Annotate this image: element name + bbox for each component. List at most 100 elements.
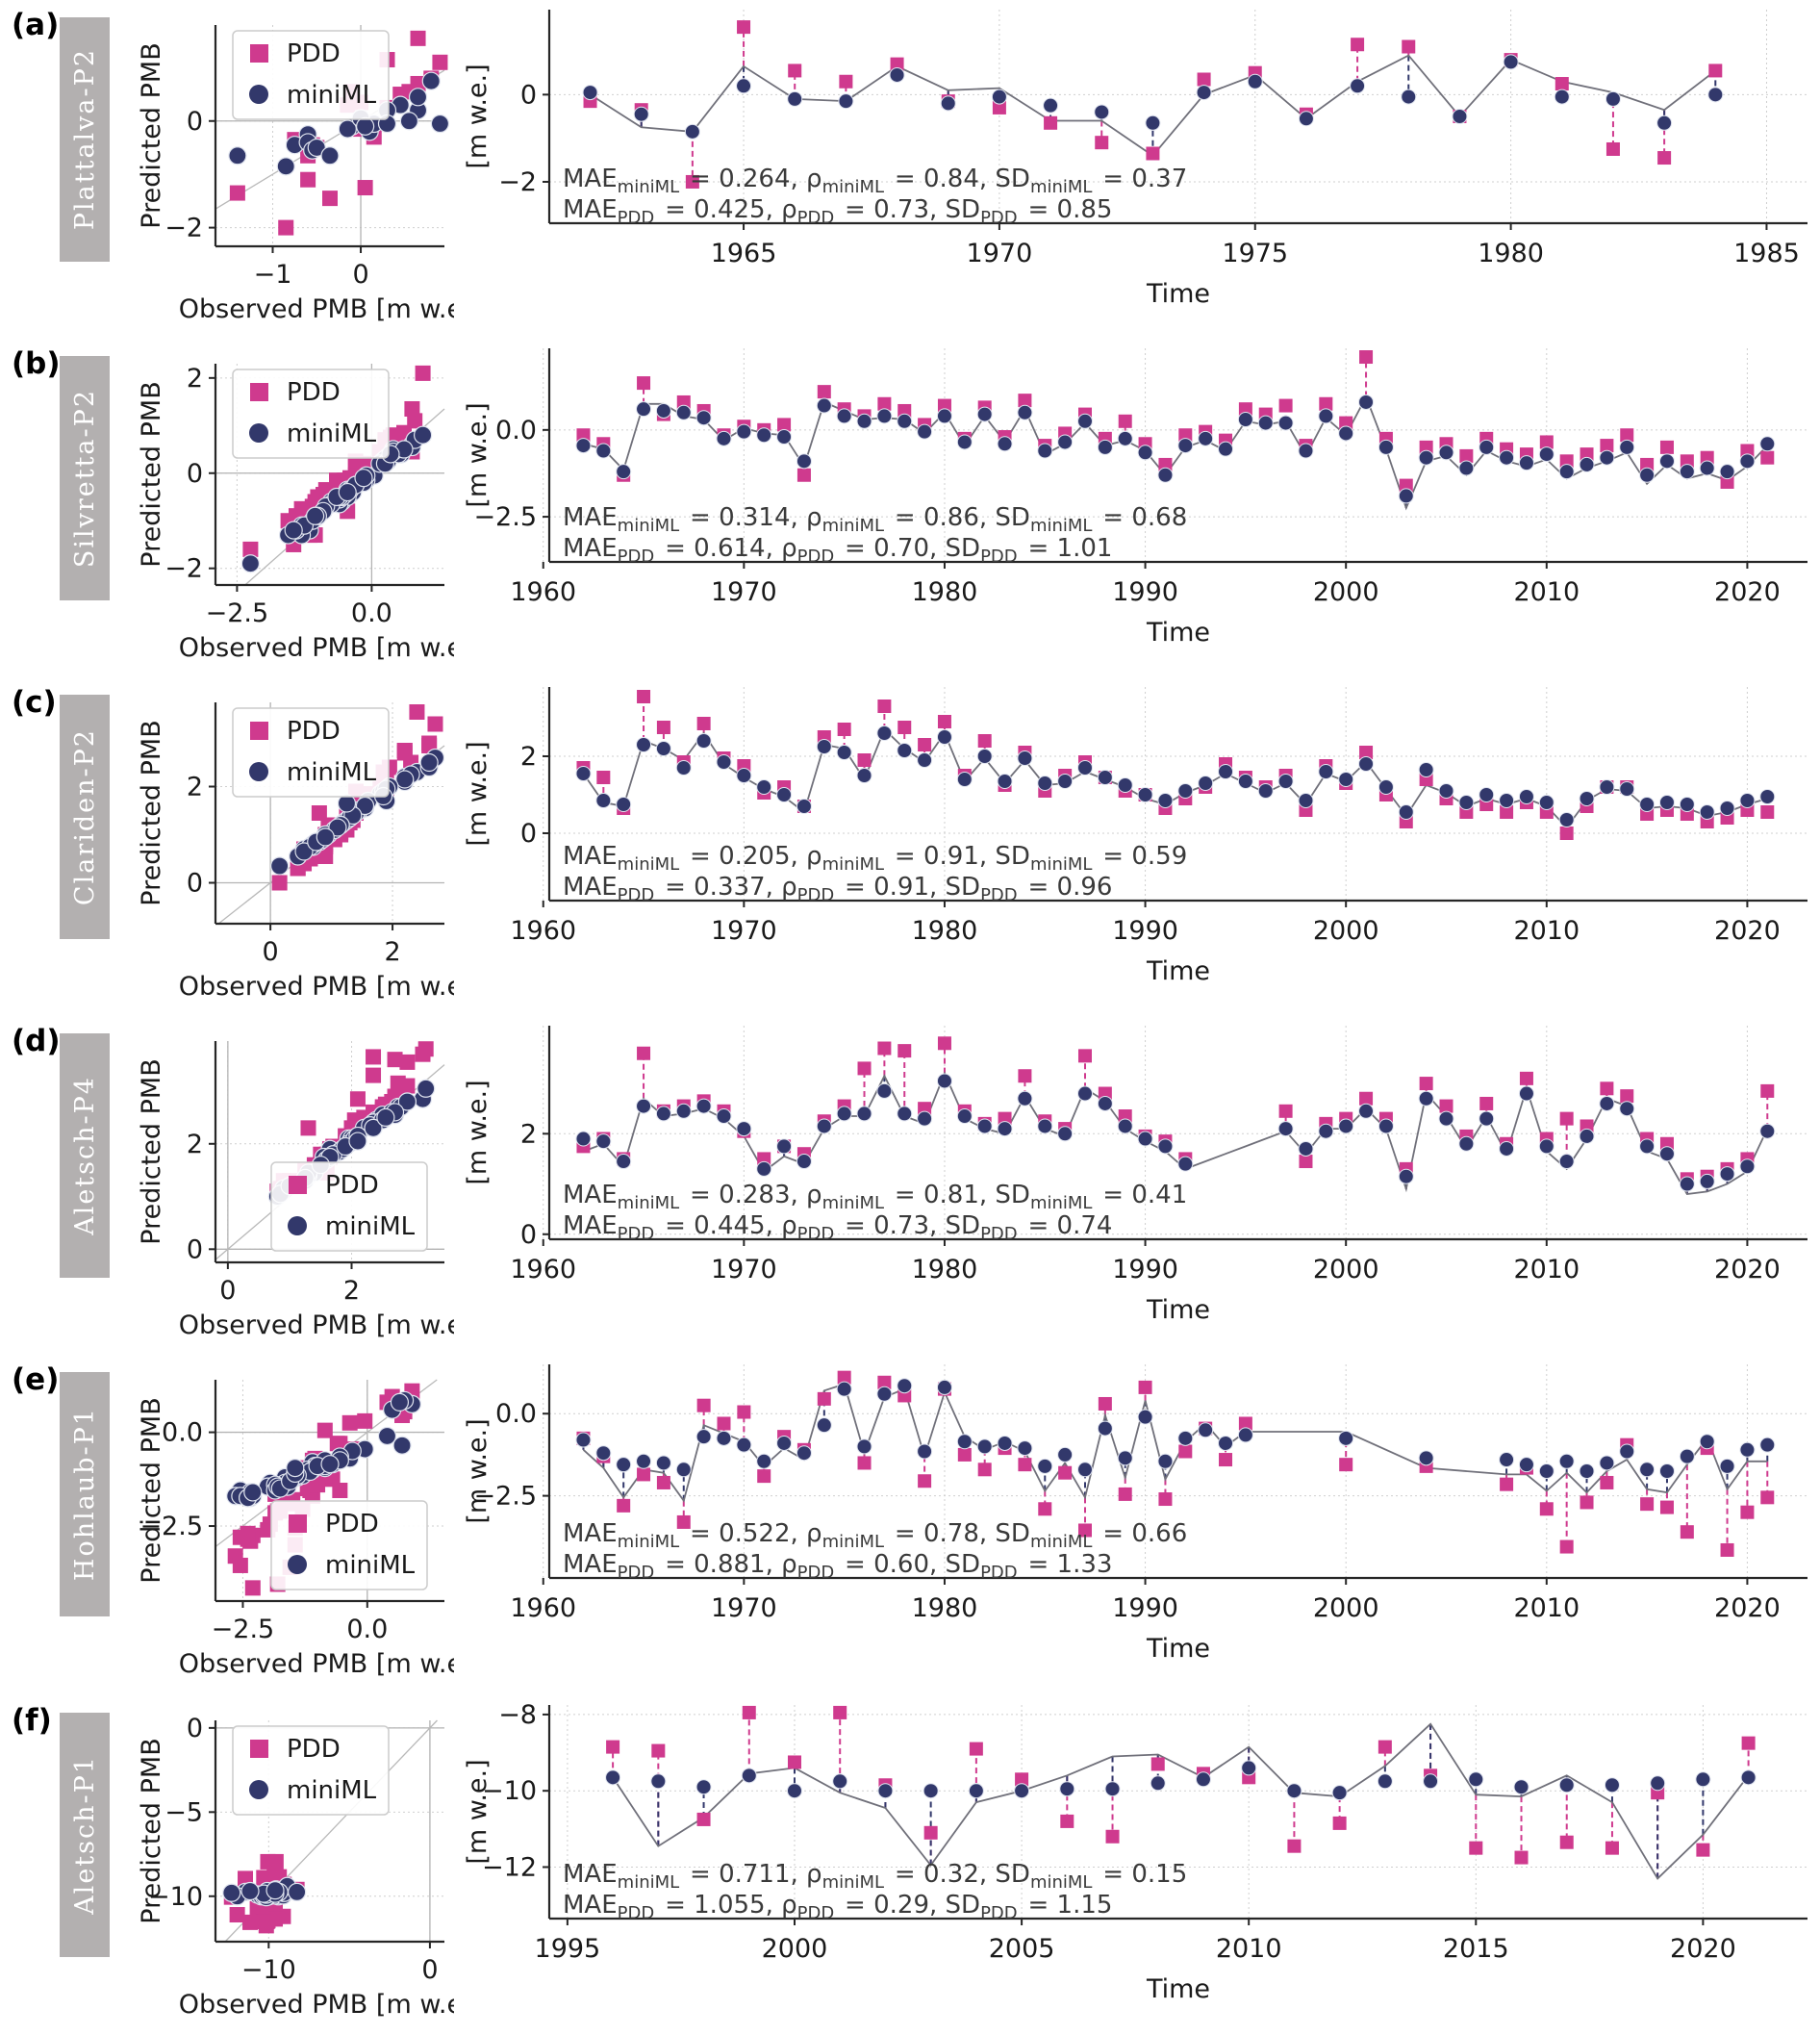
scatter-plot: −2.5 0.0 −2 0 2 Observed PMB [m w.e.] Predicte… [137,364,454,663]
svg-text:Time: Time [1146,1974,1210,2004]
svg-text:MAEminiML = 0.205, ρminiML =: MAEminiML = 0.205, ρminiML = 0.91, SDmin… [563,842,1187,875]
glacier-label: Hohlaub-P1 [69,1407,100,1582]
svg-text:−10: −10 [148,1882,203,1912]
svg-text:MAEPDD = 0.425, ρPDD = 0.73,: MAEPDD = 0.425, ρPDD = 0.73, SDPDD = 0.8… [563,195,1112,228]
svg-text:MAEminiML = 0.711, ρminiML =: MAEminiML = 0.711, ρminiML = 0.32, SDmin… [563,1860,1187,1893]
svg-text:miniML: miniML [325,1551,416,1580]
svg-text:1960: 1960 [510,1255,576,1285]
svg-text:PDD: PDD [287,717,341,746]
svg-text:MAEPDD = 1.055, ρPDD = 0.29,: MAEPDD = 1.055, ρPDD = 0.29, SDPDD = 1.1… [563,1891,1112,1923]
svg-text:1970: 1970 [711,577,777,607]
svg-text:0: 0 [263,937,279,967]
svg-text:2: 2 [520,742,537,772]
svg-text:−2.5: −2.5 [212,1615,275,1644]
svg-text:1970: 1970 [967,239,1033,268]
svg-text:Predicted PMB: Predicted PMB [137,42,166,228]
svg-text:Predicted PMB: Predicted PMB [137,1058,166,1244]
svg-text:−5: −5 [164,1797,203,1827]
timeseries-plot: 1995 2000 2005 2010 2015 2020 −12 −10 −8 Time [m w… [463,1700,1807,2004]
svg-text:−10: −10 [241,1955,296,1985]
svg-text:PDD: PDD [287,1735,341,1764]
svg-text:1995: 1995 [535,1934,601,1964]
svg-text:0: 0 [520,80,537,110]
panel-b: (b) Silvretta-P2 −2.5 0.0 −2 0 2 Observed PMB… [0,339,1820,678]
svg-text:PDD: PDD [325,1171,379,1200]
svg-text:MAEPDD = 0.337, ρPDD = 0.91,: MAEPDD = 0.337, ρPDD = 0.91, SDPDD = 0.9… [563,873,1112,905]
svg-text:1985: 1985 [1733,239,1800,268]
svg-text:2000: 2000 [762,1934,828,1964]
svg-text:0.0: 0.0 [162,1418,203,1448]
scatter-plot: 0 2 0 2 Observed PMB [m w.e.] Predicted PMB PD… [137,1041,454,1340]
svg-text:−12: −12 [482,1852,537,1882]
svg-text:2010: 2010 [1513,1255,1580,1285]
panel-d: (d) Aletsch-P4 0 2 0 2 Observed PMB [m w.e.]… [0,1016,1820,1356]
timeseries-plot: 1960 1970 1980 1990 2000 2010 2020 0 2 Time [m w.e… [463,687,1807,986]
svg-text:−2: −2 [164,554,203,584]
svg-text:miniML: miniML [287,81,377,110]
svg-text:2010: 2010 [1513,916,1580,946]
panel-a: (a) Plattalva-P2 −1 0 −2 0 Observed PMB [m w… [0,0,1820,340]
svg-text:0.0: 0.0 [351,598,392,628]
svg-text:Observed PMB [m w.e.]: Observed PMB [m w.e.] [179,972,454,1002]
svg-text:−10: −10 [482,1776,537,1806]
svg-text:Observed PMB [m w.e.]: Observed PMB [m w.e.] [179,633,454,663]
svg-text:1960: 1960 [510,577,576,607]
glacier-label-box: Plattalva-P2 [60,17,110,262]
glacier-label: Aletsch-P1 [69,1755,100,1915]
svg-text:[m w.e.]: [m w.e.] [463,1759,493,1864]
glacier-label-box: Silvretta-P2 [60,356,110,600]
svg-text:[m w.e.]: [m w.e.] [463,1080,493,1184]
svg-text:2: 2 [187,1130,203,1159]
svg-text:1990: 1990 [1112,1593,1178,1623]
svg-text:Time: Time [1146,1634,1210,1664]
svg-text:Observed PMB [m w.e.]: Observed PMB [m w.e.] [179,1310,454,1340]
svg-text:[m w.e.]: [m w.e.] [463,402,493,507]
svg-text:MAEminiML = 0.264, ρminiML =: MAEminiML = 0.264, ρminiML = 0.84, SDmin… [563,165,1187,197]
svg-text:1965: 1965 [711,239,777,268]
svg-text:1960: 1960 [510,916,576,946]
svg-text:MAEminiML = 0.314, ρminiML =: MAEminiML = 0.314, ρminiML = 0.86, SDmin… [563,503,1187,536]
panel-e: (e) Hohlaub-P1 −2.5 0.0 −2.5 0.0 Observed PM… [0,1355,1820,1694]
svg-text:miniML: miniML [287,420,377,448]
svg-text:1980: 1980 [912,916,978,946]
svg-text:Observed PMB [m w.e.]: Observed PMB [m w.e.] [179,1990,454,2020]
glacier-label-box: Aletsch-P1 [60,1713,110,1957]
svg-text:0: 0 [520,1220,537,1250]
svg-text:−2.5: −2.5 [206,598,269,628]
svg-text:[m w.e.]: [m w.e.] [463,1418,493,1523]
timeseries-plot: 1960 1970 1980 1990 2000 2010 2020 0 2 Time [m w.e… [463,1026,1807,1325]
svg-text:Time: Time [1146,618,1210,648]
svg-text:PDD: PDD [287,39,341,68]
svg-text:MAEminiML = 0.283, ρminiML =: MAEminiML = 0.283, ρminiML = 0.81, SDmin… [563,1181,1187,1213]
panel-c: (c) Clariden-P2 0 2 0 2 Observed PMB [m w.e.… [0,677,1820,1017]
glacier-label-box: Aletsch-P4 [60,1033,110,1278]
glacier-label-box: Clariden-P2 [60,695,110,939]
svg-text:−8: −8 [498,1700,537,1730]
panel-tag: (b) [12,346,61,381]
svg-text:2: 2 [384,937,400,967]
svg-text:MAEminiML = 0.522, ρminiML =: MAEminiML = 0.522, ρminiML = 0.78, SDmin… [563,1519,1187,1552]
glacier-label-box: Hohlaub-P1 [60,1372,110,1616]
svg-text:2020: 2020 [1714,577,1781,607]
svg-text:2020: 2020 [1714,1593,1781,1623]
scatter-plot: −10 0 −10 −5 0 Observed PMB [m w.e.] Predicted… [137,1714,454,2020]
svg-text:miniML: miniML [325,1212,416,1241]
panel-tag: (a) [12,8,60,42]
svg-text:2020: 2020 [1714,1255,1781,1285]
svg-text:Observed PMB [m w.e.]: Observed PMB [m w.e.] [179,294,454,324]
svg-text:0: 0 [187,869,203,899]
svg-text:0: 0 [421,1955,438,1985]
svg-text:2005: 2005 [989,1934,1055,1964]
timeseries-plot: 1965 1970 1975 1980 1985 −2 0 Time [m w.e.] MAEmi… [463,10,1807,309]
svg-text:2010: 2010 [1513,577,1580,607]
svg-text:Predicted PMB: Predicted PMB [137,720,166,905]
svg-text:[m w.e.]: [m w.e.] [463,64,493,168]
svg-text:0.0: 0.0 [495,1399,537,1429]
svg-text:0: 0 [352,260,368,290]
svg-text:2: 2 [343,1276,360,1306]
svg-text:MAEPDD = 0.614, ρPDD = 0.70,: MAEPDD = 0.614, ρPDD = 0.70, SDPDD = 1.0… [563,534,1112,567]
svg-text:1980: 1980 [912,577,978,607]
scatter-plot: −1 0 −2 0 Observed PMB [m w.e.] Predicted PMB… [137,25,454,324]
panel-f: (f) Aletsch-P1 −10 0 −10 −5 0 Observed PMB [m… [0,1695,1820,2035]
svg-text:PDD: PDD [287,378,341,407]
